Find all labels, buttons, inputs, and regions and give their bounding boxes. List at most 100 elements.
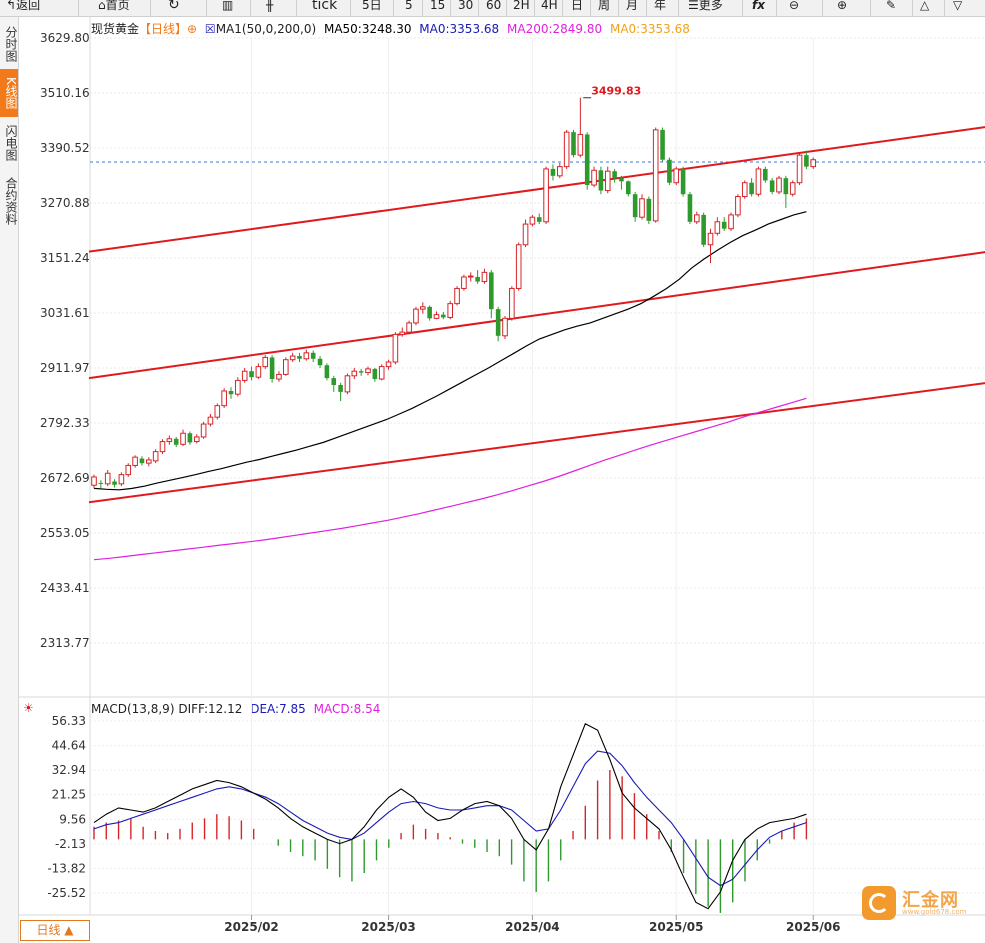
tab-timeshare[interactable]: 分时图: [4, 26, 18, 62]
daily-tab[interactable]: 日线 ▲: [20, 920, 90, 941]
candle: [612, 168, 617, 183]
tab-flash[interactable]: 闪电图: [4, 125, 18, 161]
symbol-name: 现货黄金: [91, 22, 140, 36]
tab-kline[interactable]: K线图: [0, 69, 18, 117]
candle: [769, 178, 775, 195]
x-tick-label: 2025/05: [649, 920, 703, 934]
period-month[interactable]: 月: [626, 0, 639, 12]
candle-body: [810, 159, 817, 168]
candle-body: [714, 221, 721, 234]
y-tick-label: 2433.41: [40, 581, 90, 595]
y-tick-label: 3629.80: [40, 31, 90, 45]
pen-icon[interactable]: ✎: [886, 0, 897, 12]
tab-contract-info[interactable]: 合约资料: [4, 177, 18, 225]
candle-icon[interactable]: ╫: [266, 0, 274, 12]
candle: [365, 366, 371, 376]
candle-body: [262, 356, 269, 368]
candle-body: [235, 379, 241, 395]
candle-body: [241, 370, 248, 381]
candle: [331, 375, 337, 392]
period-15[interactable]: 15: [430, 0, 446, 12]
zoom-in-icon[interactable]: ⊕: [837, 0, 848, 12]
x-tick-label: 2025/03: [361, 920, 415, 934]
candle: [467, 272, 474, 282]
settings-icon[interactable]: ⊕: [187, 22, 198, 36]
macd-settings-icon[interactable]: ☀: [23, 701, 34, 715]
home-button[interactable]: ⌂首页: [98, 0, 130, 12]
period-2h[interactable]: 2H: [513, 0, 530, 12]
candle-body: [297, 356, 302, 359]
period-year[interactable]: 年: [654, 0, 667, 12]
candle: [166, 435, 173, 445]
candle: [385, 359, 392, 370]
candle-body: [461, 276, 467, 289]
candle: [626, 180, 631, 197]
candle-body: [763, 168, 768, 181]
candle-body: [495, 309, 501, 336]
period-30[interactable]: 30: [458, 0, 474, 12]
candle-body: [324, 365, 330, 379]
candle: [427, 305, 432, 321]
channel-line-1: [88, 251, 985, 380]
candle: [728, 212, 734, 231]
period-60[interactable]: 60: [486, 0, 502, 12]
period-5[interactable]: 5: [405, 0, 413, 12]
candle: [667, 157, 672, 186]
period-4h[interactable]: 4H: [541, 0, 558, 12]
gold-logo-icon: [862, 886, 896, 920]
x-tick-label: 2025/04: [505, 920, 559, 934]
refresh-icon[interactable]: ↻: [168, 0, 180, 13]
candle: [433, 311, 440, 320]
period-5day[interactable]: 5日: [362, 0, 382, 12]
diff-value: DIFF:12.12: [178, 702, 243, 716]
back-button[interactable]: ↰返回: [6, 0, 41, 12]
candle-body: [187, 433, 193, 443]
candle: [735, 194, 741, 218]
period-day[interactable]: 日: [571, 0, 584, 12]
candle: [652, 127, 659, 223]
candle-body: [529, 216, 536, 225]
menu-icon: ☰: [688, 0, 699, 12]
dropdown-icon[interactable]: ▽: [953, 0, 963, 12]
candle-body: [441, 314, 446, 318]
candle-body: [454, 287, 460, 305]
candle: [91, 474, 97, 489]
candle: [173, 436, 179, 448]
more-button[interactable]: ☰更多: [688, 0, 723, 12]
candle-body: [680, 168, 686, 195]
candle-body: [475, 276, 480, 282]
candle-body: [132, 456, 138, 466]
zoom-out-icon[interactable]: ⊖: [789, 0, 800, 12]
candle-body: [139, 458, 145, 464]
home-icon: ⌂: [98, 0, 106, 12]
y-tick-label: 3151.24: [40, 251, 90, 265]
candle: [187, 431, 193, 445]
candle-body: [180, 432, 186, 445]
candle-body: [365, 368, 371, 374]
macd-name: MACD(13,8,9): [91, 702, 175, 716]
triangle-icon[interactable]: △: [920, 0, 930, 12]
macd-y-tick-label: 44.64: [52, 739, 86, 753]
bar-chart-icon[interactable]: ▥: [222, 0, 234, 12]
candle-body: [632, 194, 638, 218]
formula-button[interactable]: fx: [752, 0, 765, 12]
candle-body: [378, 366, 385, 380]
period-week[interactable]: 周: [598, 0, 611, 12]
candle: [502, 316, 508, 340]
candle-body: [447, 303, 453, 318]
y-tick-label: 2313.77: [40, 636, 90, 650]
macd-y-tick-label: 9.56: [59, 812, 86, 826]
candle: [461, 274, 467, 291]
candle: [235, 377, 241, 397]
candle-body: [707, 232, 714, 246]
candle-body: [502, 317, 508, 337]
top-toolbar: ↰返回 ⌂首页 ↻ ▥ ╫ tick 5日 5 15 30 60 2H 4H 日…: [0, 0, 985, 17]
candle-body: [584, 134, 590, 186]
candle-body: [159, 441, 166, 453]
candle-body: [571, 132, 576, 156]
candle-body: [420, 306, 426, 310]
candle-body: [687, 194, 693, 222]
tick-button[interactable]: tick: [312, 0, 338, 13]
indicator-icon[interactable]: ☒: [204, 22, 216, 36]
